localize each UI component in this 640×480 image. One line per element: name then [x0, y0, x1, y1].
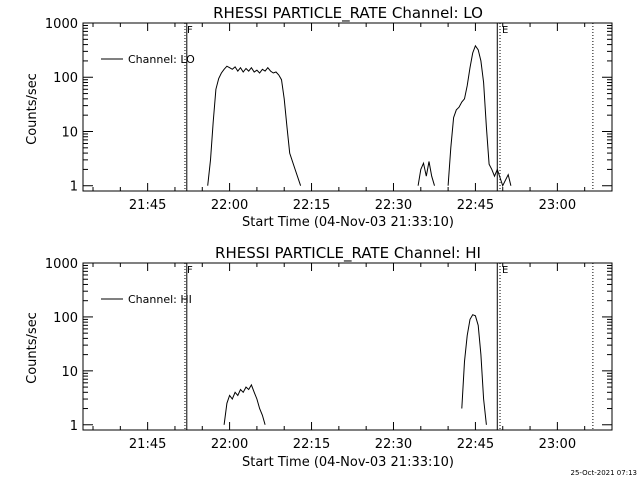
- chart-hi-series-line: [461, 314, 487, 425]
- chart-lo-x-tick-label: 22:15: [293, 198, 330, 213]
- chart-hi-y-tick-label: 1000: [45, 257, 78, 272]
- chart-lo-y-tick-label: 10: [61, 125, 78, 140]
- chart-lo-x-tick-label: 22:30: [375, 198, 412, 213]
- chart-lo-legend-label: Channel: LO: [128, 53, 195, 66]
- chart-hi-panel: RHESSI PARTICLE_RATE Channel: HI Start T…: [25, 244, 613, 470]
- chart-hi-y-tick-label: 1: [70, 419, 78, 434]
- chart-lo-marker-label: F: [187, 25, 193, 36]
- chart-hi-xlabel: Start Time (04-Nov-03 21:33:10): [242, 455, 454, 470]
- chart-lo-x-tick-label: 21:45: [129, 198, 166, 213]
- chart-lo-marker-label: E: [502, 25, 508, 36]
- chart-lo-series-line: [207, 65, 302, 186]
- chart-lo-frame: [82, 22, 613, 192]
- chart-hi-legend-label: Channel: HI: [128, 293, 192, 306]
- chart-lo-x-tick-label: 22:45: [457, 198, 494, 213]
- chart-lo-x-tick-label: 22:00: [211, 198, 248, 213]
- chart-hi-x-tick-label: 22:00: [211, 437, 248, 452]
- generation-timestamp: 25-Oct-2021 07:13: [571, 469, 637, 477]
- chart-hi-x-tick-label: 22:15: [293, 437, 330, 452]
- chart-lo-y-tick-label: 100: [53, 71, 78, 86]
- chart-hi-series-line: [223, 383, 266, 425]
- chart-lo-series-line: [447, 44, 512, 188]
- chart-hi-frame: [82, 262, 613, 431]
- chart-lo-ylabel: Counts/sec: [25, 73, 40, 145]
- chart-lo-y-tick-label: 1: [70, 180, 78, 195]
- chart-lo-y-tick-label: 1000: [45, 17, 78, 32]
- chart-hi-x-tick-label: 22:30: [375, 437, 412, 452]
- chart-lo-x-tick-label: 23:00: [539, 198, 576, 213]
- chart-hi-marker-label: F: [187, 265, 193, 276]
- chart-lo-title: RHESSI PARTICLE_RATE Channel: LO: [213, 4, 483, 23]
- chart-lo-panel: RHESSI PARTICLE_RATE Channel: LO Start T…: [25, 4, 613, 230]
- chart-lo-series-line: [417, 161, 435, 186]
- chart-lo-xlabel: Start Time (04-Nov-03 21:33:10): [242, 215, 454, 230]
- chart-hi-x-tick-label: 21:45: [129, 437, 166, 452]
- chart-hi-y-tick-label: 100: [53, 311, 78, 326]
- chart-hi-ylabel: Counts/sec: [25, 312, 40, 384]
- chart-hi-x-tick-label: 22:45: [457, 437, 494, 452]
- chart-hi-title: RHESSI PARTICLE_RATE Channel: HI: [215, 244, 481, 263]
- chart-hi-marker-label: E: [502, 265, 508, 276]
- chart-hi-x-tick-label: 23:00: [539, 437, 576, 452]
- chart-hi-y-tick-label: 10: [61, 365, 78, 380]
